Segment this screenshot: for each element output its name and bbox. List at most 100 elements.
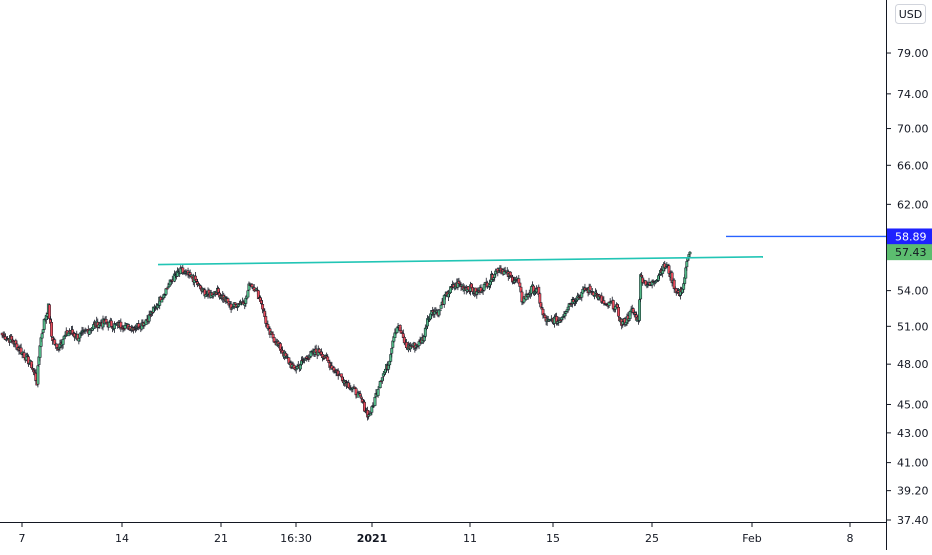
candlestick-series [0, 250, 692, 421]
x-tick-label: Feb [742, 532, 761, 545]
candle [119, 318, 123, 332]
candle [61, 337, 65, 349]
candle-body-down [250, 284, 254, 288]
y-tick-label: 45.00 [897, 398, 929, 411]
candle [684, 266, 688, 279]
candle-body-down [109, 320, 113, 327]
time-axis[interactable]: 7 14 21 16:30 2021 11 15 25 Feb 8 [19, 522, 854, 545]
candle [439, 304, 443, 309]
candle-body-up [309, 351, 313, 357]
candle-body-up [373, 396, 377, 406]
candle-body-up [438, 309, 442, 312]
candle-body-up [685, 261, 689, 268]
candle-body-down [256, 290, 260, 300]
candle [156, 303, 160, 311]
candle-body-up [389, 354, 393, 362]
candle [247, 281, 251, 291]
candle [298, 363, 302, 371]
y-tick-label: 41.00 [897, 457, 929, 470]
candle-body-up [61, 339, 65, 345]
x-tick-label: 2021 [357, 532, 388, 545]
candle-body-down [233, 302, 237, 305]
candle-body-down [667, 265, 671, 274]
candle [638, 296, 641, 323]
candle-body-up [87, 329, 91, 335]
y-tick-label: 62.00 [897, 198, 929, 211]
candle-body-up [40, 333, 44, 339]
candle-body-down [119, 321, 123, 328]
y-tick-label: 37.40 [897, 514, 929, 527]
candle-body-down [55, 343, 59, 348]
candle-body-up [123, 325, 127, 329]
x-tick-label: 21 [214, 532, 228, 545]
candle-body-up [246, 290, 250, 298]
candle [685, 258, 689, 271]
candle [50, 318, 53, 339]
y-tick-label: 54.00 [897, 285, 929, 298]
candle [48, 303, 51, 322]
candle-body-down [604, 303, 608, 305]
candle-body-up [160, 299, 164, 303]
y-tick-label: 39.20 [897, 485, 929, 498]
candle-body-up [638, 299, 641, 321]
candle-body-up [303, 359, 307, 361]
candle [36, 362, 40, 388]
y-tick-label: 70.00 [897, 123, 929, 136]
candle [373, 396, 377, 406]
candle-body-up [376, 389, 380, 396]
last-price-label-text: 57.43 [895, 246, 927, 259]
candle [588, 283, 592, 293]
candle [688, 250, 692, 258]
last-price-label: 57.43 [887, 244, 932, 261]
candle-body-up [298, 364, 302, 370]
price-label-58-89-text: 58.89 [895, 230, 927, 243]
x-tick-label: 15 [546, 532, 560, 545]
candle-body-down [538, 293, 542, 304]
y-tick-label: 79.00 [897, 47, 929, 60]
price-axis[interactable]: 79.00 74.00 70.00 66.00 62.00 54.00 51.00 48.00… [886, 47, 929, 527]
candle-body-down [264, 316, 268, 324]
candle-body-down [518, 282, 522, 287]
candle-body-up [395, 327, 399, 333]
candle [390, 347, 394, 358]
candle-body-down [307, 358, 311, 360]
candle-body-up [294, 368, 298, 371]
candle [438, 309, 442, 315]
candle-body-up [564, 311, 568, 314]
candle [389, 353, 393, 363]
candle [217, 286, 220, 294]
price-label-58-89: 58.89 [887, 228, 932, 245]
candle-body-up [247, 283, 251, 291]
candle [303, 358, 307, 364]
candle-body-up [639, 274, 643, 300]
x-tick-label: 7 [19, 532, 26, 545]
candle [640, 272, 644, 279]
candle-body-up [164, 288, 168, 295]
candle [667, 263, 671, 277]
candle-body-down [217, 288, 220, 293]
candle-body-down [359, 396, 363, 399]
x-tick-label: 25 [645, 532, 659, 545]
trendline[interactable] [157, 256, 764, 266]
candle-body-down [617, 307, 620, 317]
candle-body-up [166, 286, 170, 289]
y-tick-label: 66.00 [897, 159, 929, 172]
y-tick-label: 43.00 [897, 427, 929, 440]
candle-body-down [261, 304, 265, 310]
y-tick-label: 48.00 [897, 358, 929, 371]
candle-body-down [291, 363, 295, 366]
y-tick-label: 51.00 [897, 320, 929, 333]
candle [376, 388, 380, 398]
candle [639, 273, 643, 303]
candle [233, 302, 237, 306]
candle-body-up [156, 304, 160, 309]
currency-button[interactable]: USD [895, 4, 926, 24]
candle-body-down [48, 304, 51, 319]
x-tick-label: 11 [463, 532, 477, 545]
x-tick-label: 8 [847, 532, 854, 545]
candle [40, 331, 44, 343]
y-tick-label: 74.00 [897, 88, 929, 101]
